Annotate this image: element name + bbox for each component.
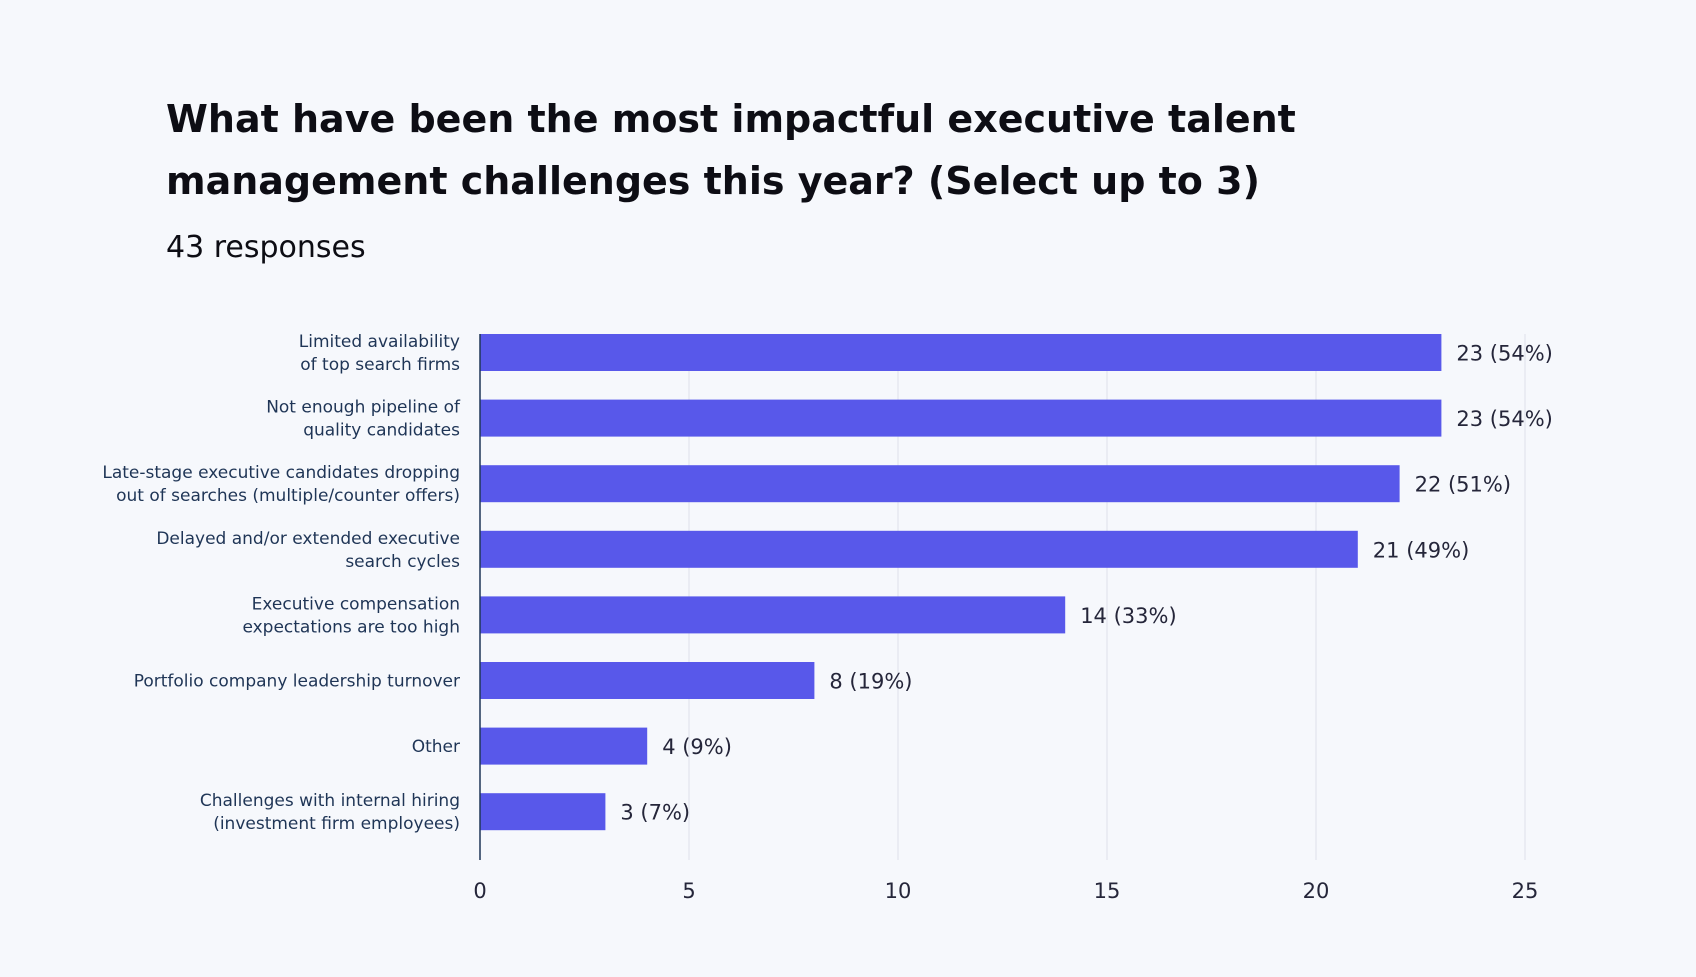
data-labels: 23 (54%) 23 (54%) 22 (51%) 21 (49%) 14 (33%)… [620, 342, 1552, 825]
category-label: Delayed and/or extended executive search … [156, 529, 460, 572]
data-label: 23 (54%) [1456, 407, 1552, 431]
x-tick-label: 25 [1512, 879, 1539, 903]
x-tick-label: 0 [473, 879, 486, 903]
chart-title: What have been the most impactful execut… [166, 97, 1296, 203]
data-label: 8 (19%) [829, 670, 912, 694]
category-label: Limited availability of top search firms [299, 332, 460, 375]
x-tick-label: 10 [885, 879, 912, 903]
x-tick-label: 15 [1094, 879, 1121, 903]
category-label: Portfolio company leadership turnover [134, 672, 460, 692]
bar [480, 530, 1358, 568]
bars [480, 334, 1442, 831]
bar [480, 596, 1066, 634]
data-label: 23 (54%) [1456, 342, 1552, 366]
bar [480, 465, 1400, 503]
data-label: 3 (7%) [620, 801, 690, 825]
category-label: Executive compensation expectations are t… [242, 594, 460, 637]
category-label: Other [412, 737, 460, 757]
bar [480, 334, 1442, 371]
category-label: Not enough pipeline of quality candidates [266, 398, 461, 441]
data-label: 22 (51%) [1415, 473, 1511, 497]
x-axis-ticks: 0 5 10 15 20 25 [473, 879, 1538, 903]
category-label: Challenges with internal hiring (investme… [200, 791, 460, 834]
bar [480, 662, 815, 699]
category-label: Late-stage executive candidates dropping… [102, 463, 460, 506]
x-tick-label: 5 [682, 879, 695, 903]
response-count: 43 responses [166, 230, 366, 265]
bar [480, 727, 648, 765]
x-tick-label: 20 [1303, 879, 1330, 903]
bar [480, 793, 606, 831]
category-labels: Limited availability of top search firms N… [102, 332, 461, 834]
data-label: 21 (49%) [1373, 538, 1469, 562]
bar [480, 399, 1442, 437]
data-label: 4 (9%) [662, 735, 732, 759]
data-label: 14 (33%) [1080, 604, 1176, 628]
